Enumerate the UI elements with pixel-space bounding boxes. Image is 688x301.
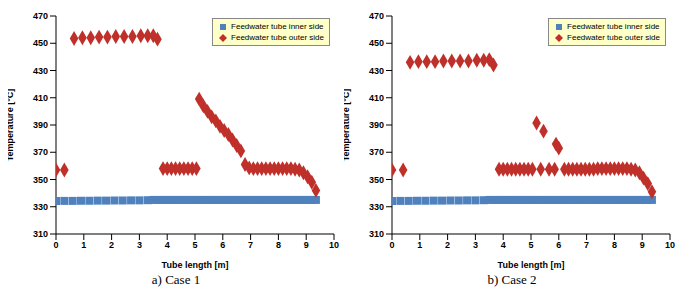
svg-text:310: 310 <box>33 229 48 239</box>
svg-text:9: 9 <box>640 240 645 250</box>
html-text:Feedwater tube outer side: Feedwater tube outer side <box>567 33 660 42</box>
svg-text:330: 330 <box>33 202 48 212</box>
svg-text:430: 430 <box>369 66 384 76</box>
svg-text:390: 390 <box>369 120 384 130</box>
svg-text:0: 0 <box>389 240 394 250</box>
svg-text:Tube length [m]: Tube length [m] <box>162 260 229 270</box>
svg-text:390: 390 <box>33 120 48 130</box>
svg-text:430: 430 <box>33 66 48 76</box>
svg-text:6: 6 <box>556 240 561 250</box>
svg-text:470: 470 <box>33 11 48 21</box>
svg-text:4: 4 <box>501 240 506 250</box>
svg-text:8: 8 <box>276 240 281 250</box>
svg-text:350: 350 <box>33 175 48 185</box>
svg-text:3: 3 <box>137 240 142 250</box>
svg-text:450: 450 <box>369 38 384 48</box>
svg-text:450: 450 <box>33 38 48 48</box>
svg-text:310: 310 <box>369 229 384 239</box>
svg-text:7: 7 <box>584 240 589 250</box>
html-text:Feedwater tube outer side: Feedwater tube outer side <box>231 33 324 42</box>
svg-text:5: 5 <box>192 240 197 250</box>
svg-text:3: 3 <box>473 240 478 250</box>
svg-text:350: 350 <box>369 175 384 185</box>
svg-text:410: 410 <box>33 93 48 103</box>
svg-text:10: 10 <box>665 240 675 250</box>
svg-text:1: 1 <box>81 240 86 250</box>
html-text:b) Case 2: b) Case 2 <box>487 272 537 287</box>
svg-text:470: 470 <box>369 11 384 21</box>
svg-text:7: 7 <box>248 240 253 250</box>
svg-text:410: 410 <box>369 93 384 103</box>
svg-text:9: 9 <box>304 240 309 250</box>
svg-text:330: 330 <box>369 202 384 212</box>
svg-text:4: 4 <box>165 240 170 250</box>
html-text:Feedwater tube inner side: Feedwater tube inner side <box>231 22 324 31</box>
svg-text:Tube length [m]: Tube length [m] <box>498 260 565 270</box>
svg-text:10: 10 <box>329 240 339 250</box>
svg-text:1: 1 <box>417 240 422 250</box>
svg-text:2: 2 <box>445 240 450 250</box>
svg-text:2: 2 <box>109 240 114 250</box>
svg-text:0: 0 <box>53 240 58 250</box>
html-text:a) Case 1: a) Case 1 <box>151 272 201 287</box>
html-text:Feedwater tube inner side: Feedwater tube inner side <box>567 22 660 31</box>
svg-text:370: 370 <box>369 147 384 157</box>
svg-text:370: 370 <box>33 147 48 157</box>
svg-text:Temperature [°C]: Temperature [°C] <box>344 89 351 161</box>
svg-text:Temperature [°C]: Temperature [°C] <box>8 89 15 161</box>
svg-text:8: 8 <box>612 240 617 250</box>
svg-text:6: 6 <box>220 240 225 250</box>
svg-text:5: 5 <box>528 240 533 250</box>
